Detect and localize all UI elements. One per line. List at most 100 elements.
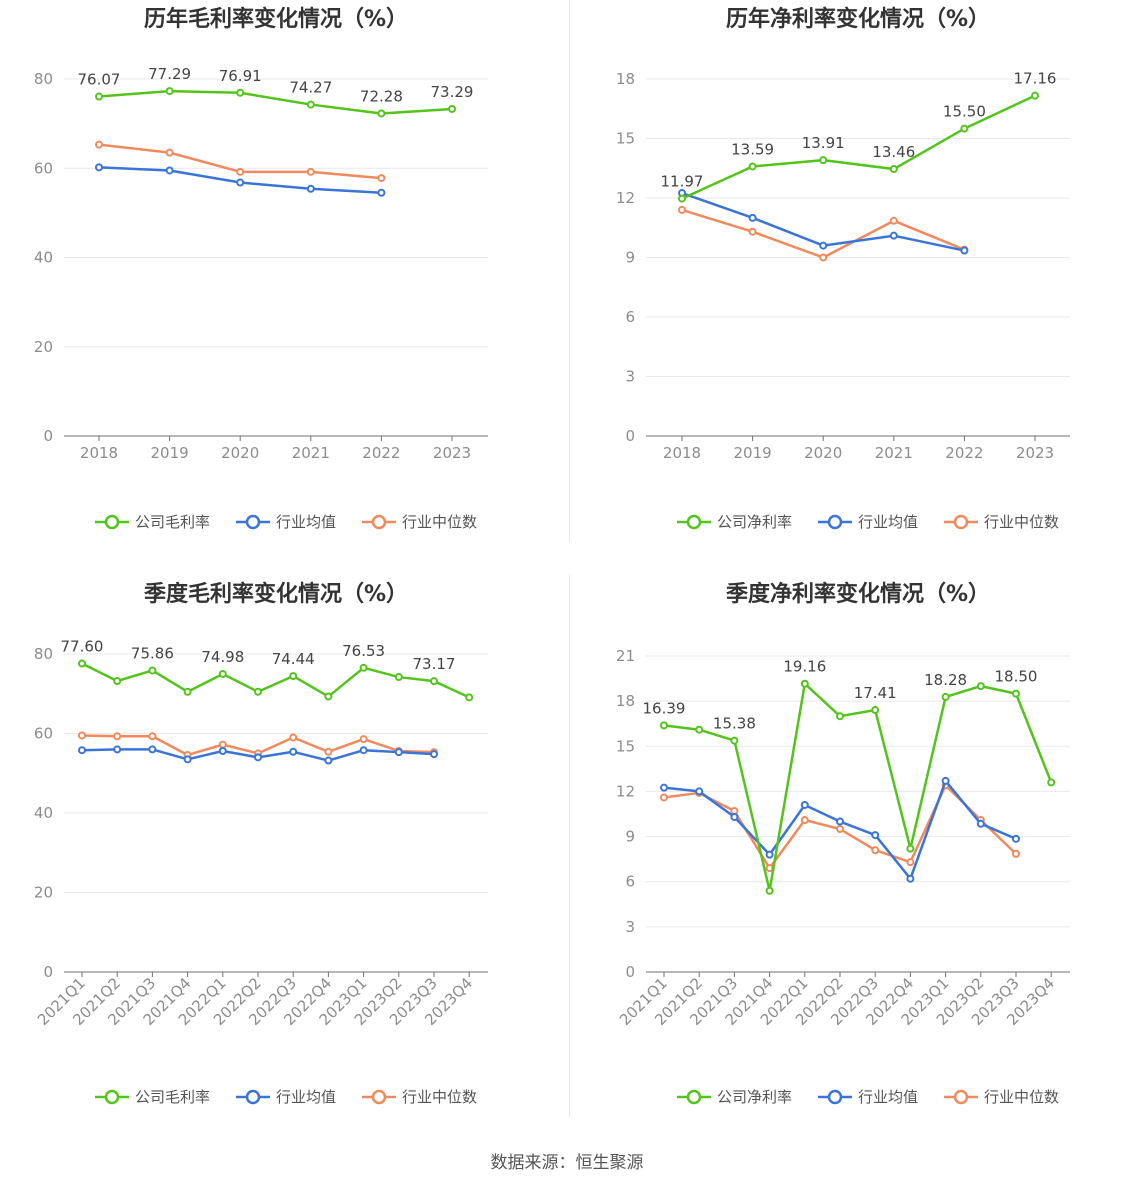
data-point [218, 746, 227, 755]
legend-marker-icon [686, 514, 702, 530]
legend-label: 行业均值 [858, 1088, 918, 1106]
legend-marker-icon [371, 1089, 387, 1105]
legend-item[interactable]: 公司毛利率 [95, 513, 210, 531]
data-point [819, 253, 828, 262]
data-point [765, 886, 774, 895]
legend-item[interactable]: 行业中位数 [944, 1088, 1059, 1106]
quarterly-net-margin-svg: 季度净利率变化情况（%）0369121518212021Q12021Q22021… [616, 581, 1070, 1106]
data-point [748, 227, 757, 236]
data-point [306, 167, 315, 176]
data-point [113, 732, 122, 741]
data-point [95, 163, 103, 172]
chart-annual-gross-margin: 历年毛利率变化情况（%） 0 20 40 60 80 2018 2019 2020 2021 202… [0, 0, 567, 560]
y-tick-label: 3 [625, 918, 635, 936]
data-point [394, 748, 403, 757]
legend-label: 行业均值 [858, 513, 918, 531]
data-point [800, 679, 809, 688]
data-point [678, 205, 686, 214]
data-point [359, 746, 368, 755]
data-point [941, 692, 950, 701]
data-label: 13.91 [802, 134, 845, 152]
data-label: 15.50 [943, 103, 986, 121]
data-point [236, 167, 245, 176]
data-point [324, 692, 333, 701]
data-point [1031, 91, 1039, 100]
legend-item[interactable]: 行业中位数 [362, 1088, 477, 1106]
legend-marker-icon [371, 514, 387, 530]
legend-item[interactable]: 公司毛利率 [95, 1088, 210, 1106]
legend-item[interactable]: 公司净利率 [677, 513, 792, 531]
data-point [254, 753, 262, 762]
data-point [165, 87, 174, 96]
data-point [148, 732, 157, 741]
y-tick-label: 0 [43, 963, 53, 981]
chart-title: 历年毛利率变化情况（%） [144, 6, 408, 32]
data-label: 76.91 [219, 67, 262, 85]
data-label: 74.98 [201, 648, 244, 666]
data-label: 15.38 [713, 715, 756, 733]
data-point [1047, 778, 1056, 787]
legend-item[interactable]: 行业中位数 [362, 513, 477, 531]
y-tick-label: 6 [625, 873, 635, 891]
legend-marker-icon [104, 514, 120, 530]
y-tick-label: 0 [625, 963, 635, 981]
data-point [78, 659, 86, 668]
data-label: 73.29 [431, 83, 474, 101]
data-label: 77.60 [61, 638, 104, 656]
legend-item[interactable]: 行业均值 [818, 513, 918, 531]
data-point [377, 188, 386, 197]
data-point [324, 747, 333, 756]
data-point [695, 725, 704, 734]
data-point [254, 687, 262, 696]
legend-label: 行业中位数 [984, 513, 1059, 531]
legend-item[interactable]: 公司净利率 [677, 1088, 792, 1106]
data-point [465, 693, 474, 702]
x-tick-label: 2018 [80, 444, 118, 462]
legend-item[interactable]: 行业中位数 [944, 513, 1059, 531]
x-tick-label: 2021 [875, 444, 913, 462]
quarterly-gross-margin-svg: 季度毛利率变化情况（%）0204060802021Q12021Q22021Q32… [34, 581, 488, 1106]
data-point [148, 745, 157, 754]
data-point [871, 831, 880, 840]
data-point [1012, 849, 1020, 858]
data-point [183, 687, 192, 696]
legend-item[interactable]: 行业均值 [818, 1088, 918, 1106]
data-point [394, 673, 403, 682]
data-point [730, 813, 739, 822]
data-point [889, 231, 898, 240]
y-tick-label: 0 [625, 427, 635, 445]
y-tick-label: 40 [34, 804, 53, 822]
data-label: 73.17 [413, 655, 456, 673]
data-point [871, 846, 880, 855]
series-line [681, 94, 1036, 200]
legend-item[interactable]: 行业均值 [236, 513, 336, 531]
data-point [78, 731, 86, 740]
data-point [1012, 689, 1020, 698]
legend-marker-icon [827, 1089, 843, 1105]
data-point [819, 156, 828, 165]
chart-quarterly-net-margin: 季度净利率变化情况（%） 0 3 6 9 12 15 18 21 2021Q1 2021Q2 2021… [567, 575, 1134, 1135]
data-point [165, 148, 174, 157]
legend-item[interactable]: 行业均值 [236, 1088, 336, 1106]
data-point [236, 178, 245, 187]
data-label: 77.29 [148, 65, 191, 83]
series-line [98, 89, 453, 115]
data-point [377, 174, 386, 183]
y-tick-label: 0 [43, 427, 53, 445]
data-label: 18.28 [924, 671, 967, 689]
data-point [765, 850, 774, 859]
data-point [836, 817, 844, 826]
data-point [236, 88, 245, 97]
data-point [976, 682, 985, 691]
data-label: 76.07 [78, 71, 121, 89]
y-tick-label: 9 [625, 249, 635, 267]
legend-label: 行业中位数 [984, 1088, 1059, 1106]
data-point [377, 109, 386, 118]
data-point [960, 246, 969, 255]
annual-net-margin-svg: 历年净利率变化情况（%） 0 3 6 9 12 15 18 2018 2019 2020 2021 20… [616, 6, 1070, 531]
y-tick-label: 12 [616, 782, 635, 800]
data-point [324, 756, 333, 765]
x-tick-label: 2023 [1016, 444, 1054, 462]
y-tick-label: 9 [625, 828, 635, 846]
y-tick-label: 80 [34, 70, 53, 88]
